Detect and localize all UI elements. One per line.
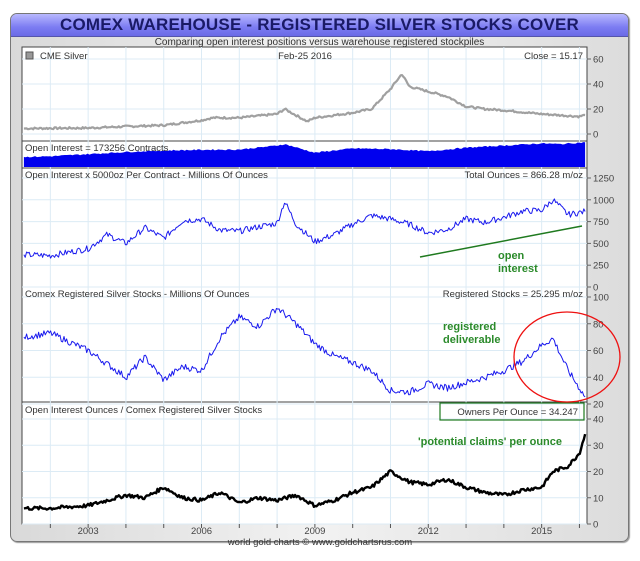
footer-credit: world gold charts © www.goldchartsrus.co… [227,537,412,548]
x-tick-label: 2003 [78,526,99,537]
annotation-interest: interest [498,263,538,275]
series-line [23,308,586,398]
y-tick-label: 250 [593,261,609,272]
silver-date-label: Feb-25 2016 [278,51,332,62]
x-tick-label: 2009 [304,526,325,537]
y-tick-label: 60 [593,55,604,66]
y-tick-label: 30 [593,441,604,452]
y-tick-label: 20 [593,467,604,478]
x-tick-label: 2015 [531,526,552,537]
y-tick-label: 0 [593,520,598,531]
owners-per-ounce-box [439,402,585,421]
annotation-registered: registered [443,321,496,333]
y-tick-label: 0 [593,130,598,141]
y-tick-label: 1250 [593,174,614,185]
y-tick-label: 0 [593,283,598,294]
silver-legend-swatch [25,51,34,60]
y-tick-label: 750 [593,217,609,228]
y-tick-label: 40 [593,373,604,384]
silver-close-label: Close = 15.17 [524,51,583,62]
panel-bg [21,401,588,525]
registered-panel-title: Comex Registered Silver Stocks - Million… [25,289,250,300]
grid-lines: 0204060025050075010001250204060801000102… [22,47,614,531]
x-tick-label: 2006 [191,526,212,537]
y-tick-label: 20 [593,105,604,116]
series-line [23,198,586,259]
y-tick-label: 500 [593,239,609,250]
highlight-circle [513,311,621,403]
oi-panel-title: Open Interest = 173256 Contracts [25,143,169,154]
y-tick-label: 10 [593,493,604,504]
open-interest-area [23,142,586,167]
data-series [23,73,587,511]
y-tick-label: 20 [593,400,604,411]
oi-oz-panel-title: Open Interest x 5000oz Per Contract - Mi… [25,170,268,181]
silver-panel-title: CME Silver [40,51,88,62]
annotation-potential-claims: 'potential claims' per ounce [418,436,562,448]
x-tick-label: 2012 [418,526,439,537]
y-tick-label: 40 [593,415,604,426]
title-bar: COMEX WAREHOUSE - REGISTERED SILVER STOC… [11,14,628,37]
annotation-deliverable: deliverable [443,334,500,346]
series-line [23,73,586,131]
trend-line [419,225,583,258]
registered-total-label: Registered Stocks = 25.295 m/oz [443,289,583,300]
y-tick-label: 1000 [593,195,614,206]
panel-bg [21,286,588,403]
annotation-open: open [498,250,525,262]
y-tick-label: 80 [593,319,604,330]
ratio-panel-title: Open Interest Ounces / Comex Registered … [25,405,262,416]
x-axis: 2003 2006 2009 2012 2015 [49,524,580,537]
oi-oz-total-label: Total Ounces = 866.28 m/oz [464,170,583,181]
y-tick-label: 60 [593,346,604,357]
y-tick-label: 100 [593,293,609,304]
series-line [23,433,587,511]
panel-bg [21,167,588,288]
chart-subtitle: Comparing open interest positions versus… [154,37,485,48]
chart-title: COMEX WAREHOUSE - REGISTERED SILVER STOC… [59,15,580,34]
ratio-total-label: Owners Per Ounce = 34.247 [457,407,578,418]
y-tick-label: 40 [593,80,604,91]
